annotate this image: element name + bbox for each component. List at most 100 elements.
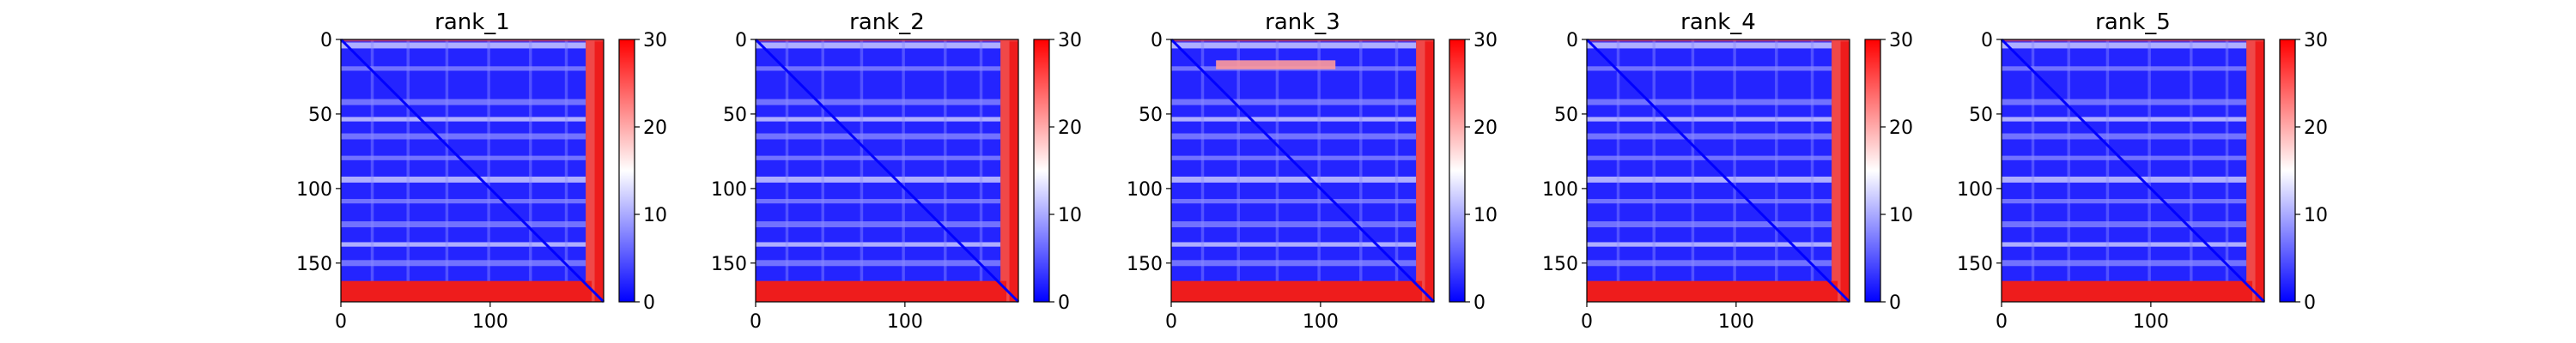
heatmap-panel-2: rank_2 0 50 100 150 0 100 0 10 20 30	[711, 9, 1082, 333]
heatmap-stripe	[756, 42, 1001, 49]
heatmap-stripe	[2002, 260, 2247, 267]
x-tick-label: 100	[887, 311, 923, 333]
colorbar-tick-label: 20	[2304, 117, 2328, 139]
chart-title: rank_4	[1680, 9, 1756, 35]
heatmap-stripe	[341, 133, 586, 140]
heatmap-stripe	[2002, 221, 2247, 228]
heatmap-stripe	[1200, 39, 1205, 285]
heatmap-stripe	[756, 176, 1001, 183]
heatmap-top-row	[756, 39, 1018, 42]
heatmap-edge-rows	[756, 280, 1007, 302]
y-tick-label: 100	[1957, 179, 1993, 201]
heatmap-stripe	[2031, 39, 2035, 285]
chart-title: rank_5	[2095, 9, 2171, 35]
heatmap-stripe	[2002, 242, 2247, 247]
heatmap-stripe	[1587, 260, 1832, 267]
heatmap-stripe	[1810, 39, 1814, 285]
heatmap-stripe	[1171, 42, 1417, 49]
x-tick-label: 0	[1996, 311, 2008, 333]
y-tick-label: 0	[735, 30, 747, 51]
heatmap-stripe	[1171, 199, 1417, 204]
heatmap-stripe	[341, 260, 586, 267]
heatmap-diagonal	[2000, 38, 2266, 304]
x-tick-label: 100	[472, 311, 508, 333]
heatmap-top-row	[1171, 39, 1434, 42]
heatmap-stripe	[1171, 117, 1417, 122]
heatmap-stripe	[1775, 39, 1778, 285]
heatmap-diagonal	[754, 38, 1020, 304]
y-tick-label: 0	[320, 30, 332, 51]
heatmap-stripe	[2148, 39, 2151, 285]
heatmap-stripe	[1171, 133, 1417, 140]
y-tick-label: 0	[1566, 30, 1578, 51]
heatmap-stripe	[1359, 39, 1363, 285]
heatmap-stripe	[2002, 176, 2247, 183]
heatmap-stripe	[2067, 39, 2070, 285]
colorbar	[2279, 39, 2296, 303]
y-tick-label: 50	[1139, 105, 1163, 126]
colorbar-tick-label: 20	[1058, 117, 1082, 139]
heatmap-stripe	[1171, 99, 1417, 105]
heatmap-stripe	[1171, 221, 1417, 228]
heatmap-stripe	[756, 199, 1001, 204]
heatmap-panel-5: rank_5 0 50 100 150 0 100 0 10 20 30	[1957, 9, 2328, 333]
heatmap-stripe	[1587, 176, 1832, 183]
heatmap-stripe	[756, 117, 1001, 122]
heatmap-stripe	[341, 199, 586, 204]
heatmap-stripe	[341, 117, 586, 122]
chart-title: rank_2	[849, 9, 925, 35]
y-tick-label: 150	[1127, 254, 1163, 275]
colorbar-tick-label: 30	[1058, 30, 1082, 51]
heatmap-high-band	[1216, 60, 1336, 69]
heatmap-stripe	[341, 155, 586, 160]
chart-title: rank_1	[434, 9, 510, 35]
heatmap-stripe	[341, 176, 586, 183]
colorbar-tick-label: 20	[1889, 117, 1913, 139]
heatmap-stripe	[564, 39, 568, 285]
heatmap-stripe	[1587, 199, 1832, 204]
x-tick-label: 100	[1303, 311, 1339, 333]
heatmap-stripe	[2002, 66, 2247, 71]
heatmap-panel-3: rank_3 0 50 100 150 0 100 0 10 20 30	[1127, 9, 1498, 333]
heatmap-diagonal	[339, 38, 605, 304]
heatmap-diagonal	[1585, 38, 1851, 304]
heatmap-stripe	[1587, 242, 1832, 247]
heatmap-stripe	[1733, 39, 1736, 285]
heatmap-stripe	[1236, 39, 1240, 285]
heatmap-panel-4: rank_4 0 50 100 150 0 100 0 10 20 30	[1542, 9, 1913, 333]
axes-frame	[2001, 39, 2265, 303]
heatmap-stripe	[341, 42, 586, 49]
heatmap-stripe	[944, 39, 947, 285]
colorbar-tick-label: 0	[1058, 292, 1070, 314]
y-tick-label: 50	[308, 105, 332, 126]
heatmap-stripe	[860, 39, 864, 285]
heatmap-stripe	[341, 221, 586, 228]
colorbar	[1033, 39, 1050, 303]
heatmap-top-row	[341, 39, 604, 42]
heatmap-stripe	[2002, 42, 2247, 49]
colorbar-tick-label: 10	[2304, 205, 2328, 226]
heatmap-stripe	[406, 39, 410, 285]
colorbar-tick-label: 10	[1473, 205, 1498, 226]
axes-frame	[755, 39, 1019, 303]
y-tick-label: 100	[711, 179, 747, 201]
colorbar-tick-label: 30	[1889, 30, 1913, 51]
colorbar-tick-label: 0	[643, 292, 655, 314]
heatmap-stripe	[756, 133, 1001, 140]
colorbar-tick-label: 0	[1473, 292, 1485, 314]
heatmap-stripe	[1171, 260, 1417, 267]
heatmap-stripe	[979, 39, 983, 285]
y-tick-label: 50	[723, 105, 747, 126]
y-tick-label: 100	[1542, 179, 1578, 201]
heatmap-edge-rows	[341, 280, 592, 302]
y-tick-label: 100	[1127, 179, 1163, 201]
heatmap-stripe	[341, 66, 586, 71]
x-tick-label: 0	[750, 311, 762, 333]
heatmap-stripe	[445, 39, 449, 285]
heatmap-stripe	[821, 39, 824, 285]
heatmap-edge-columns	[2255, 39, 2264, 302]
colorbar-tick-label: 0	[1889, 292, 1901, 314]
axes-frame	[340, 39, 605, 303]
colorbar	[618, 39, 635, 303]
